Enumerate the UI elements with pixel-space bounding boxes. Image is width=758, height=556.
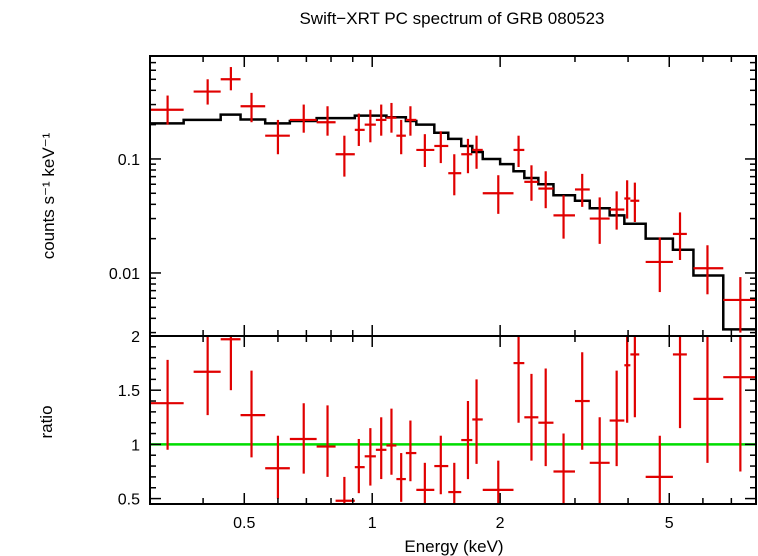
spectrum-y-axis-label: counts s⁻¹ keV⁻¹ bbox=[39, 132, 58, 259]
spectrum-y-tick-label: 0.01 bbox=[109, 266, 140, 283]
ratio-axes: 0.5 1 1.5 2 0.5 1 2 5 bbox=[118, 329, 757, 532]
x-tick-label: 0.5 bbox=[233, 515, 255, 532]
ratio-y-tick-label: 2 bbox=[131, 329, 140, 346]
x-tick-label: 5 bbox=[665, 515, 674, 532]
spectrum-y-tick-label: 0.1 bbox=[118, 152, 140, 169]
x-tick-label: 1 bbox=[368, 515, 377, 532]
ratio-y-tick-label: 0.5 bbox=[118, 492, 140, 509]
ratio-data-series bbox=[150, 336, 756, 504]
ratio-y-axis-label: ratio bbox=[37, 405, 56, 438]
ratio-y-tick-label: 1 bbox=[131, 437, 140, 454]
x-tick-label: 2 bbox=[496, 515, 505, 532]
spectrum-data-series bbox=[150, 67, 756, 333]
ratio-y-tick-label: 1.5 bbox=[118, 383, 140, 400]
x-axis-label: Energy (keV) bbox=[404, 537, 503, 556]
chart-title: Swift−XRT PC spectrum of GRB 080523 bbox=[299, 9, 604, 28]
ratio-panel: 0.5 1 1.5 2 0.5 1 2 5 bbox=[118, 329, 757, 532]
ratio-frame bbox=[149, 335, 757, 505]
